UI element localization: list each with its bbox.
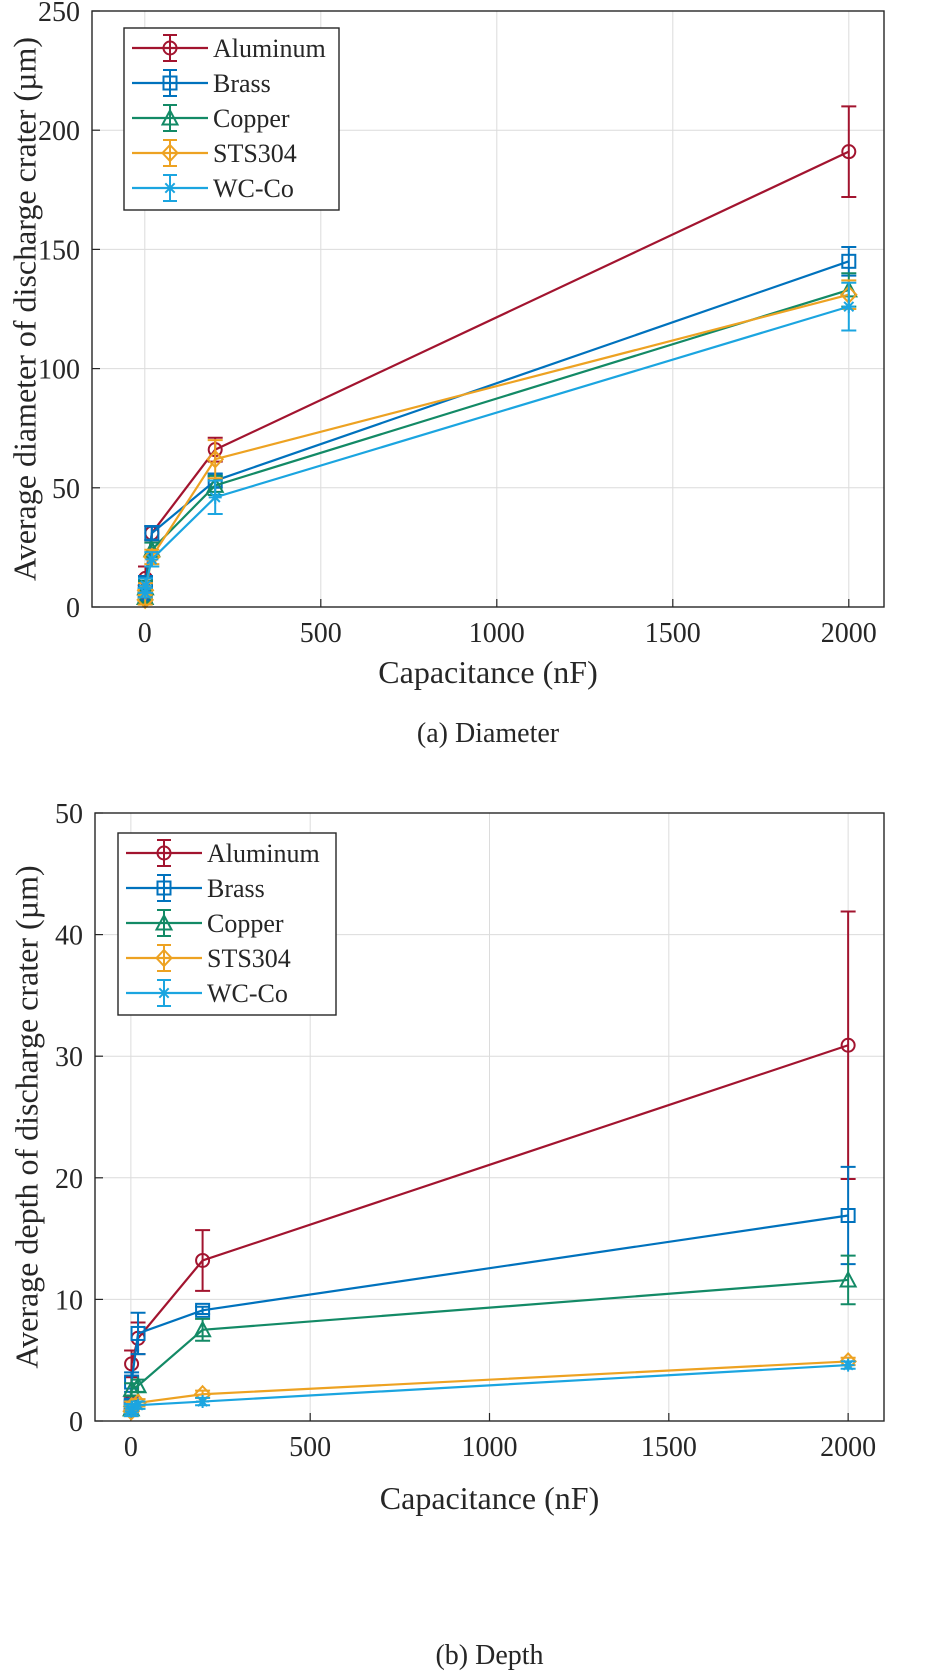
x-axis-label: Capacitance (nF) (380, 1480, 599, 1516)
legend: Aluminum Brass Copper STS304 WC-Co (123, 27, 340, 211)
y-tick-label: 250 (38, 0, 80, 28)
data-point (139, 579, 153, 593)
error-bar (130, 1311, 146, 1356)
legend-label: STS304 (213, 139, 297, 168)
error-bar (841, 105, 857, 198)
legend-label: WC-Co (213, 174, 294, 203)
data-point (208, 490, 222, 504)
legend-marker (154, 913, 174, 931)
error-bar (207, 439, 223, 480)
data-point (130, 1325, 146, 1341)
y-tick-label: 30 (55, 1042, 83, 1073)
legend-label: Brass (213, 69, 271, 98)
data-point (841, 144, 857, 160)
y-tick-label: 40 (55, 921, 83, 952)
legend-marker (161, 143, 179, 163)
data-point (838, 1270, 858, 1288)
chart-0: 0 500 1000 1500 2000 0 50 100 150 200 250 Aluminum B… (6, 0, 885, 749)
legend-entry: Brass (126, 874, 265, 903)
legend-entry: WC-Co (132, 174, 294, 203)
legend-marker (163, 181, 177, 195)
legend-entry: Brass (132, 69, 271, 98)
legend-label: Brass (207, 874, 265, 903)
legend-marker (156, 845, 172, 861)
x-tick-label: 1000 (469, 618, 525, 649)
y-tick-label: 0 (69, 1407, 83, 1438)
data-point (840, 1207, 856, 1223)
y-tick-label: 200 (38, 116, 80, 147)
data-point (195, 1252, 211, 1268)
y-tick-label: 0 (66, 593, 80, 624)
series-wc-co (123, 1358, 856, 1418)
axes-box (91, 10, 885, 608)
x-tick-label: 500 (289, 1432, 331, 1463)
y-axis-label: Average diameter of discharge crater (µm… (6, 37, 42, 581)
legend-marker (162, 40, 178, 56)
x-axis-label: Capacitance (nF) (378, 654, 597, 690)
legend-label: Aluminum (213, 34, 326, 63)
legend-entry: Aluminum (126, 839, 320, 868)
data-point (841, 1358, 855, 1372)
legend-entry: Aluminum (132, 34, 326, 63)
x-tick-label: 2000 (820, 1432, 876, 1463)
legend-label: Copper (213, 104, 290, 133)
x-tick-label: 0 (138, 618, 152, 649)
error-bar (195, 1229, 211, 1292)
data-point (128, 1376, 148, 1394)
legend-errorbar (163, 69, 177, 97)
series-wc-co (137, 281, 857, 600)
legend-marker (156, 880, 172, 896)
legend-entry: STS304 (126, 944, 291, 973)
data-point (842, 300, 856, 314)
legend-entry: Copper (126, 909, 284, 938)
y-axis-label: Average depth of discharge crater (µm) (8, 865, 44, 1368)
axes-box (94, 812, 885, 1422)
legend-label: STS304 (207, 944, 291, 973)
chart-caption: (b) Depth (435, 1640, 543, 1671)
legend-errorbar (157, 839, 171, 867)
x-tick-label: 1000 (462, 1432, 518, 1463)
y-tick-label: 50 (55, 799, 83, 830)
error-bar (840, 1254, 856, 1306)
x-tick-label: 0 (124, 1432, 138, 1463)
data-point (131, 1398, 145, 1412)
x-tick-label: 500 (300, 618, 342, 649)
legend-label: Copper (207, 909, 284, 938)
chart-1: 0 500 1000 1500 2000 0 10 20 30 40 50 Aluminum Brass… (8, 799, 885, 1671)
data-point (122, 1379, 141, 1397)
legend-entry: WC-Co (126, 979, 288, 1008)
data-point (841, 253, 857, 269)
x-tick-label: 1500 (645, 618, 701, 649)
y-tick-label: 100 (38, 355, 80, 386)
y-tick-label: 20 (55, 1164, 83, 1195)
legend-label: Aluminum (207, 839, 320, 868)
data-point (145, 552, 159, 566)
legend-errorbar (157, 874, 171, 902)
data-point (196, 1395, 210, 1409)
legend-marker (157, 986, 171, 1000)
y-tick-label: 150 (38, 235, 80, 266)
data-point (840, 1037, 856, 1053)
y-tick-label: 10 (55, 1285, 83, 1316)
data-point (195, 1302, 211, 1318)
legend-errorbar (163, 34, 177, 62)
data-point (193, 1320, 212, 1338)
legend-marker (160, 108, 180, 126)
legend-marker (155, 948, 173, 968)
data-point (124, 1356, 140, 1372)
error-bar (195, 1305, 211, 1315)
y-tick-label: 50 (52, 474, 80, 505)
legend-entry: Copper (132, 104, 290, 133)
legend-label: WC-Co (207, 979, 288, 1008)
x-tick-label: 2000 (821, 618, 877, 649)
x-tick-label: 1500 (641, 1432, 697, 1463)
legend-entry: STS304 (132, 139, 297, 168)
data-point (144, 525, 160, 541)
data-point (206, 449, 225, 469)
chart-caption: (a) Diameter (417, 718, 560, 749)
legend-marker (162, 75, 178, 91)
legend: Aluminum Brass Copper STS304 WC-Co (117, 832, 337, 1016)
